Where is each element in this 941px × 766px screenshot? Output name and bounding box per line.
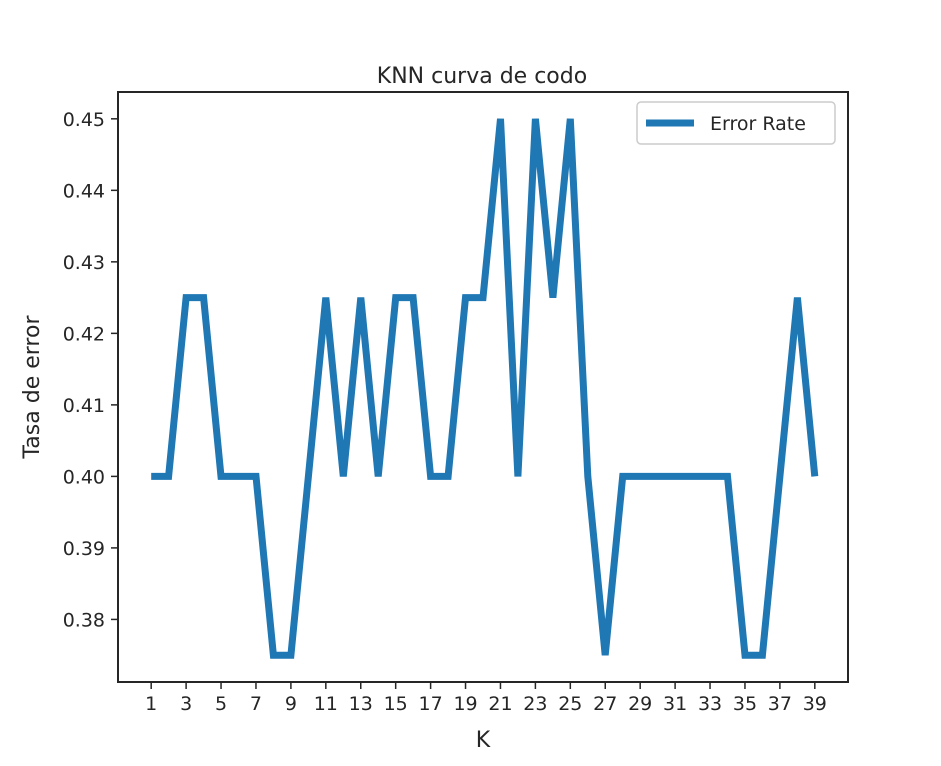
x-tick-label: 29 xyxy=(628,693,652,715)
y-tick-label: 0.41 xyxy=(63,395,105,417)
x-tick-label: 7 xyxy=(250,693,262,715)
x-tick-label: 23 xyxy=(523,693,547,715)
y-axis: 0.38 0.39 0.40 0.41 0.42 0.43 0.44 0.45 xyxy=(63,109,118,631)
y-tick-label: 0.42 xyxy=(63,323,105,345)
x-tick-label: 19 xyxy=(453,693,477,715)
plot-area xyxy=(117,91,849,683)
x-tick-label: 27 xyxy=(593,693,617,715)
series-layer xyxy=(151,118,819,659)
y-tick-label: 0.38 xyxy=(63,609,105,631)
x-tick-label: 13 xyxy=(349,693,373,715)
x-tick-label: 1 xyxy=(145,693,157,715)
legend: Error Rate xyxy=(636,101,836,145)
x-tick-label: 31 xyxy=(663,693,687,715)
x-tick-label: 3 xyxy=(180,693,192,715)
x-tick-label: 39 xyxy=(803,693,827,715)
x-tick-label: 15 xyxy=(384,693,408,715)
x-axis-label: K xyxy=(476,728,491,753)
x-tick-label: 17 xyxy=(419,693,443,715)
x-tick-label: 37 xyxy=(768,693,792,715)
x-tick-label: 25 xyxy=(558,693,582,715)
x-tick-label: 11 xyxy=(314,693,338,715)
x-tick-label: 35 xyxy=(733,693,757,715)
x-tick-label: 5 xyxy=(215,693,227,715)
y-tick-label: 0.43 xyxy=(63,252,105,274)
x-tick-label: 33 xyxy=(698,693,722,715)
legend-label-error-rate: Error Rate xyxy=(710,113,806,135)
x-tick-label: 21 xyxy=(488,693,512,715)
legend-box xyxy=(636,101,836,145)
y-tick-label: 0.45 xyxy=(63,109,105,131)
chart-title: KNN curva de codo xyxy=(377,64,587,89)
x-tick-label: 9 xyxy=(285,693,297,715)
series-line-error-rate xyxy=(151,118,819,659)
x-axis: 1 3 5 7 9 11 13 15 17 19 21 23 25 27 29 31 33 35 37 39 xyxy=(145,682,827,715)
y-axis-label: Tasa de error xyxy=(20,315,45,460)
y-tick-label: 0.40 xyxy=(63,466,105,488)
y-tick-label: 0.44 xyxy=(63,180,105,202)
y-tick-label: 0.39 xyxy=(63,538,105,560)
